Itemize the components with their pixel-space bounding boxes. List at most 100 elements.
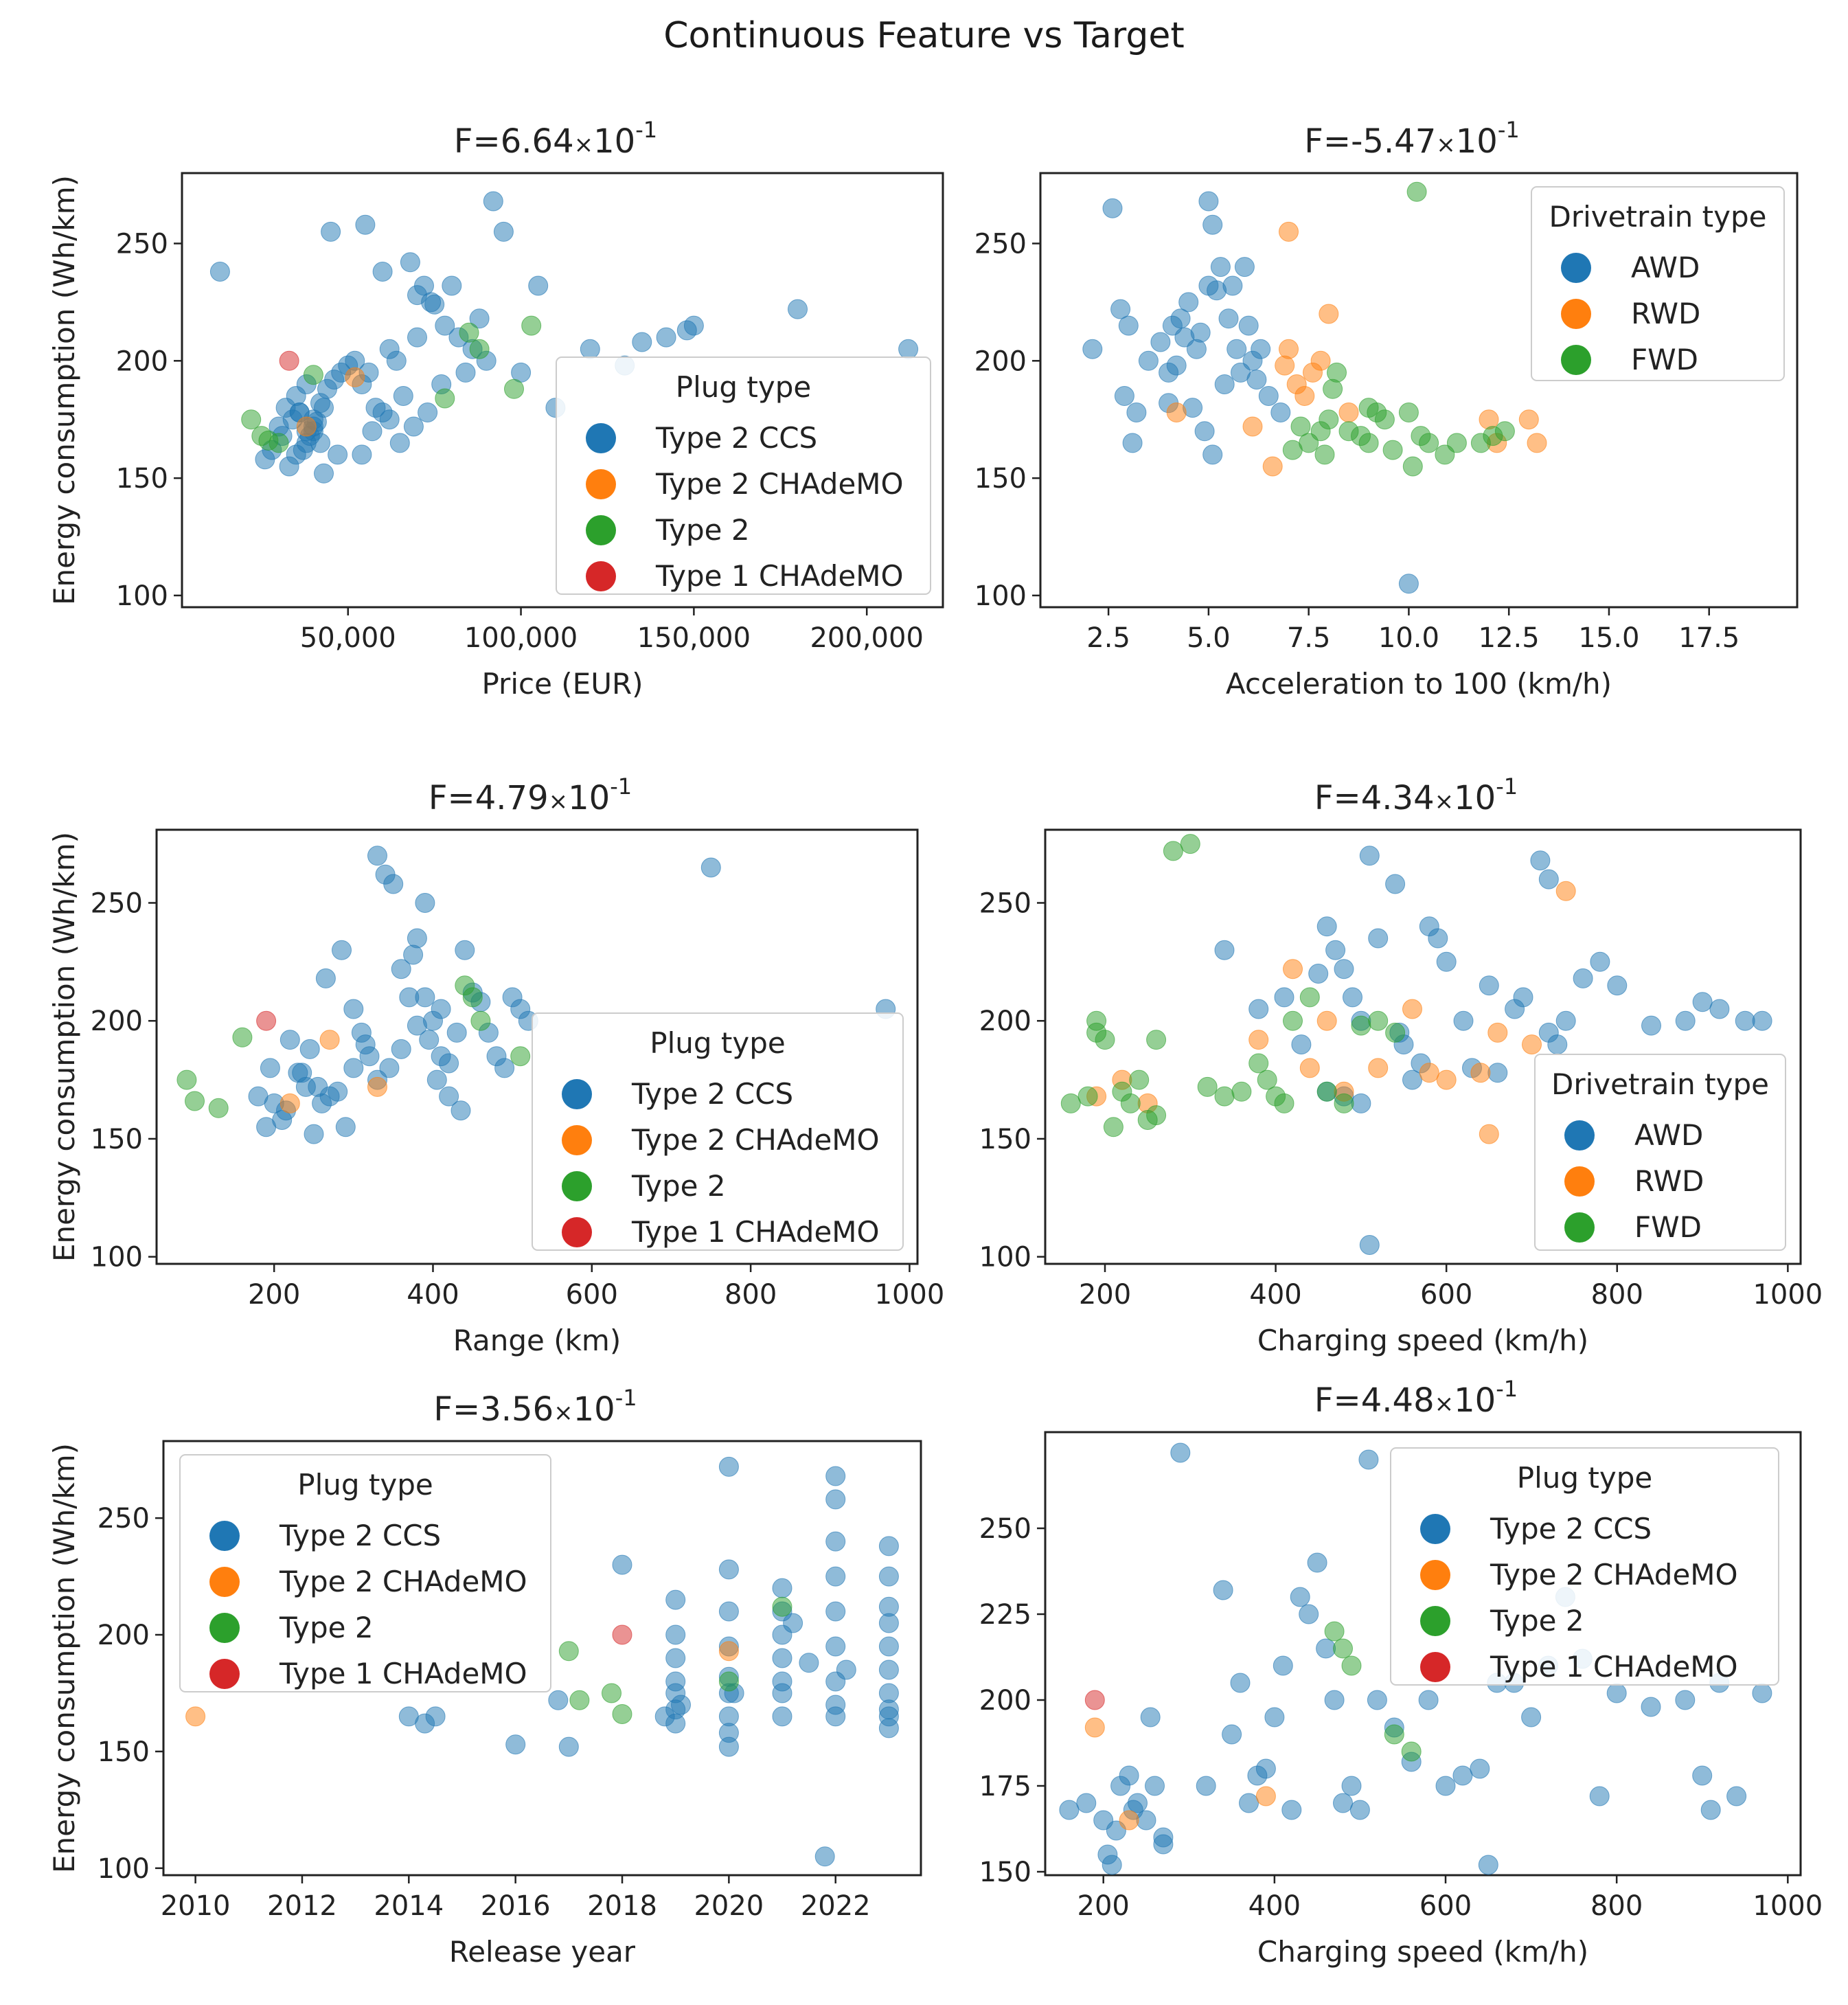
x-tick-label: 200 xyxy=(1079,1279,1131,1311)
data-point xyxy=(367,1076,387,1097)
legend-marker xyxy=(562,1125,592,1155)
data-point xyxy=(612,1554,632,1575)
data-point xyxy=(1406,181,1427,202)
data-point xyxy=(1110,299,1131,319)
data-point xyxy=(426,1069,447,1090)
data-point xyxy=(1428,928,1448,949)
data-point xyxy=(446,1022,467,1043)
data-point xyxy=(1692,1765,1713,1786)
legend-marker xyxy=(562,1217,592,1247)
data-point xyxy=(1084,1690,1105,1710)
chart-title-value: F=4.34 xyxy=(1314,779,1435,817)
data-point xyxy=(415,893,435,913)
x-axis-label: Price (EUR) xyxy=(481,667,643,701)
data-point xyxy=(315,968,336,988)
x-axis-label: Release year xyxy=(449,1935,636,1969)
data-point xyxy=(1555,881,1576,901)
y-tick-label: 250 xyxy=(974,228,1027,260)
legend-marker xyxy=(209,1613,240,1643)
legend-marker xyxy=(1420,1606,1450,1636)
legend-marker xyxy=(209,1659,240,1689)
x-tick-label: 2020 xyxy=(694,1890,764,1922)
data-point xyxy=(1324,1621,1345,1642)
data-point xyxy=(1202,214,1223,235)
y-tick-label: 250 xyxy=(979,887,1031,919)
data-point xyxy=(372,262,393,282)
legend-entry-label: RWD xyxy=(1634,1164,1704,1198)
data-point xyxy=(1382,440,1403,460)
data-point xyxy=(328,1081,348,1102)
data-point xyxy=(328,444,348,465)
data-point xyxy=(814,1846,835,1867)
scatter-points xyxy=(1059,1442,1772,1875)
data-point xyxy=(1077,1086,1098,1107)
data-point xyxy=(1418,1690,1439,1710)
y-tick-label: 200 xyxy=(979,1685,1031,1717)
data-point xyxy=(280,1030,300,1050)
x-axis-label: Charging speed (km/h) xyxy=(1257,1324,1588,1357)
x-tick-label: 800 xyxy=(1590,1890,1643,1922)
data-point xyxy=(379,409,400,430)
data-point xyxy=(1129,1069,1150,1090)
data-point xyxy=(1303,362,1323,383)
data-point xyxy=(269,433,289,453)
data-point xyxy=(1358,433,1379,453)
data-point xyxy=(1316,916,1337,937)
data-point xyxy=(1258,386,1279,406)
legend-entry-label: Type 1 CHAdeMO xyxy=(631,1215,880,1249)
data-point xyxy=(1494,421,1515,442)
data-point xyxy=(510,1046,531,1067)
data-point xyxy=(1453,1010,1474,1031)
data-point xyxy=(1446,433,1467,453)
data-point xyxy=(1140,1707,1161,1728)
chart-title-exponent: -1 xyxy=(615,1385,637,1411)
data-point xyxy=(1230,1673,1251,1693)
data-point xyxy=(1527,433,1547,453)
data-point xyxy=(1234,257,1255,277)
x-tick-label: 400 xyxy=(1248,1890,1301,1922)
data-point xyxy=(1248,1053,1269,1074)
x-axis-label: Acceleration to 100 (km/h) xyxy=(1226,667,1612,701)
legend: Drivetrain type AWD RWD FWD xyxy=(1531,186,1785,381)
data-point xyxy=(1248,999,1269,1019)
data-point xyxy=(1163,841,1183,861)
chart-title-times: × xyxy=(1435,788,1455,815)
data-point xyxy=(665,1589,686,1610)
data-point xyxy=(878,1566,899,1587)
legend: Plug type Type 2 CCS Type 2 CHAdeMO Type 2 T… xyxy=(1390,1447,1779,1686)
data-point xyxy=(439,1086,459,1107)
data-point xyxy=(718,1456,739,1477)
chart-title-value: F=4.48 xyxy=(1314,1381,1435,1420)
data-point xyxy=(718,1559,739,1580)
data-point xyxy=(1214,940,1235,960)
legend-marker xyxy=(209,1521,240,1551)
legend-title: Drivetrain type xyxy=(1551,1067,1769,1101)
y-tick-label: 100 xyxy=(116,580,168,612)
data-point xyxy=(1281,1800,1302,1820)
x-tick-label: 2022 xyxy=(801,1890,871,1922)
data-point xyxy=(1402,1069,1422,1090)
data-point xyxy=(1341,1776,1362,1796)
data-point xyxy=(314,463,334,484)
data-point xyxy=(391,959,411,979)
chart-title: F=-5.47×10-1 xyxy=(1304,117,1520,161)
data-point xyxy=(1118,315,1139,336)
data-point xyxy=(469,308,490,329)
legend-entry-label: RWD xyxy=(1631,297,1700,330)
data-point xyxy=(1675,1690,1696,1710)
x-tick-label: 800 xyxy=(725,1279,777,1311)
y-tick-label: 250 xyxy=(91,887,143,919)
data-point xyxy=(1186,339,1207,359)
data-point xyxy=(1641,1015,1661,1036)
data-point xyxy=(299,1039,320,1059)
data-point xyxy=(665,1713,686,1734)
legend-title: Plug type xyxy=(676,370,811,404)
data-point xyxy=(1435,1776,1456,1796)
x-tick-label: 12.5 xyxy=(1479,622,1540,654)
data-point xyxy=(825,1531,846,1552)
x-axis-label: Charging speed (km/h) xyxy=(1257,1935,1588,1969)
data-point xyxy=(1218,308,1239,329)
data-point xyxy=(1282,440,1303,460)
y-tick-label: 200 xyxy=(979,1006,1031,1037)
data-point xyxy=(1102,198,1123,218)
